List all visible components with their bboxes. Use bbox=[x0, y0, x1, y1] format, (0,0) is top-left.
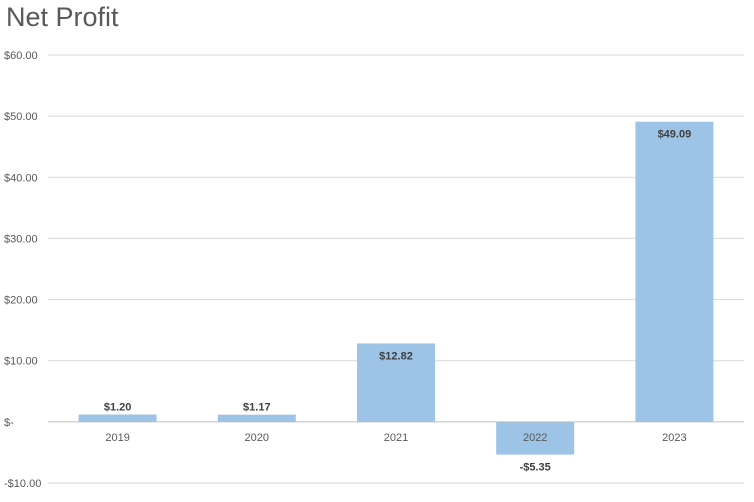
data-label: $1.20 bbox=[104, 402, 132, 414]
data-label: $49.09 bbox=[658, 129, 692, 141]
x-tick-label: 2019 bbox=[105, 432, 129, 444]
bars bbox=[78, 121, 714, 455]
y-tick-label: $20.00 bbox=[4, 295, 38, 307]
chart-title: Net Profit bbox=[6, 2, 119, 32]
x-tick-label: 2023 bbox=[662, 432, 686, 444]
x-tick-label: 2021 bbox=[384, 432, 408, 444]
data-label: -$5.35 bbox=[520, 462, 551, 474]
y-tick-label: $30.00 bbox=[4, 233, 38, 245]
data-label: $12.82 bbox=[379, 350, 413, 362]
y-tick-label: $- bbox=[4, 417, 14, 429]
y-tick-label: $40.00 bbox=[4, 172, 38, 184]
y-tick-label: $50.00 bbox=[4, 111, 38, 123]
bar-2023 bbox=[635, 121, 714, 422]
bar-2020 bbox=[217, 414, 296, 422]
y-tick-label: $60.00 bbox=[4, 50, 38, 62]
bar-2022 bbox=[496, 421, 575, 455]
x-tick-label: 2022 bbox=[523, 432, 547, 444]
y-tick-label: -$10.00 bbox=[4, 478, 41, 490]
labels: $60.00 $50.00 $40.00 $30.00 $20.00 $10.00 $- -$… bbox=[4, 50, 691, 490]
bar-2019 bbox=[78, 414, 157, 422]
data-label: $1.17 bbox=[243, 402, 271, 414]
y-tick-label: $10.00 bbox=[4, 356, 38, 368]
x-tick-label: 2020 bbox=[245, 432, 269, 444]
bar-2021 bbox=[357, 343, 435, 422]
